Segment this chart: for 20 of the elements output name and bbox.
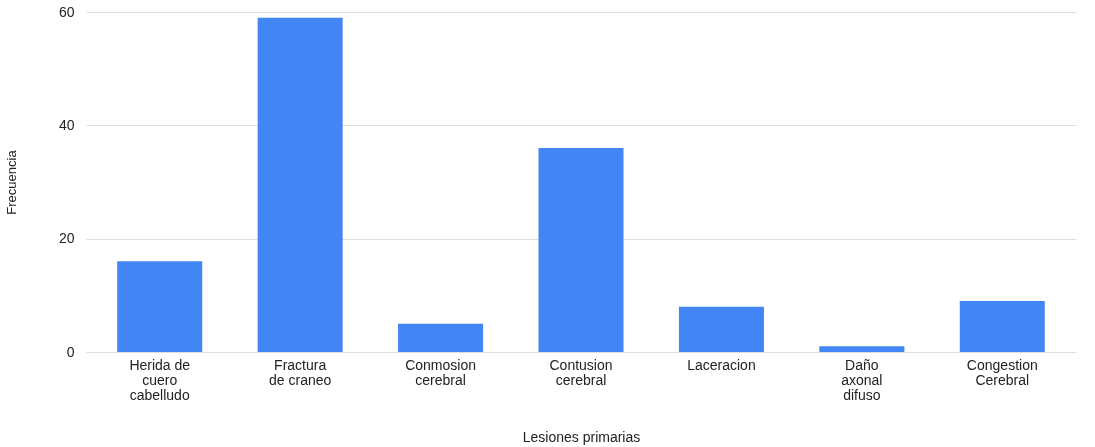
bar [538,148,624,352]
x-tick-label: Congestion Cerebral [966,356,1038,388]
bar [398,323,484,352]
x-tick-label: Laceracion [687,356,756,373]
bar [819,346,905,352]
bar [257,17,343,352]
y-axis-title: Frecuencia [3,149,19,215]
x-tick-label: Daño axonal difuso [841,356,883,403]
y-tick-label: 20 [58,230,75,247]
bar [117,261,203,352]
bar [959,301,1045,352]
x-tick-label: Herida de cuero cabelludo [129,356,191,403]
x-tick-label: Fractura de craneo [269,356,332,388]
x-tick-label: Conmosion cerebral [405,356,476,388]
y-tick-label: 0 [66,343,75,360]
x-tick-label: Contusion cerebral [549,356,613,388]
y-tick-label: 40 [58,116,75,133]
bar [678,306,764,352]
y-tick-label: 60 [58,3,75,20]
x-axis-title: Lesiones primarias [522,428,641,445]
